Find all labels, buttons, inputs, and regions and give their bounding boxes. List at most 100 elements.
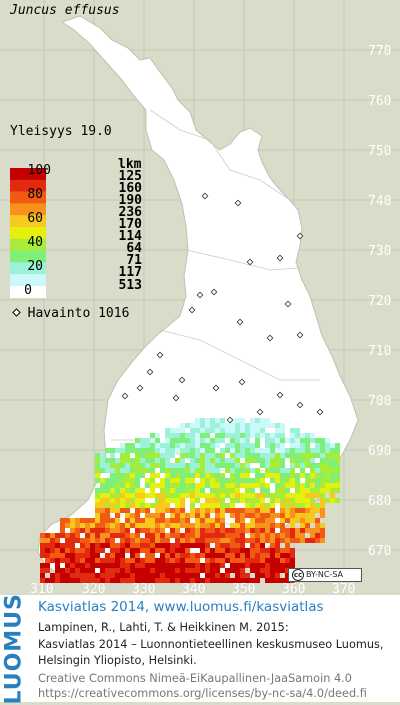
- map-cell: [280, 553, 285, 558]
- map-cell: [125, 498, 130, 503]
- map-cell: [335, 463, 340, 468]
- map-cell: [225, 568, 230, 573]
- map-cell: [190, 428, 195, 433]
- map-cell: [160, 498, 165, 503]
- map-cell: [115, 543, 120, 548]
- map-cell: [180, 498, 185, 503]
- map-cell: [320, 473, 325, 478]
- map-cell: [180, 518, 185, 523]
- license-line-2[interactable]: https://creativecommons.org/licenses/by-…: [38, 687, 367, 700]
- map-cell: [110, 563, 115, 568]
- map-cell: [150, 473, 155, 478]
- map-cell: [150, 453, 155, 458]
- map-cell: [245, 508, 250, 513]
- map-cell: [120, 568, 125, 573]
- map-cell: [80, 558, 85, 563]
- map-cell: [70, 563, 75, 568]
- map-cell: [155, 568, 160, 573]
- map-cell: [220, 508, 225, 513]
- map-cell: [100, 523, 105, 528]
- map-cell: [255, 468, 260, 473]
- map-cell: [50, 538, 55, 543]
- map-cell: [235, 448, 240, 453]
- observation-dot: [210, 288, 218, 296]
- map-cell: [135, 568, 140, 573]
- map-cell: [255, 513, 260, 518]
- map-cell: [95, 453, 100, 458]
- map-cell: [115, 558, 120, 563]
- map-cell: [215, 533, 220, 538]
- map-cell: [280, 478, 285, 483]
- map-cell: [60, 528, 65, 533]
- map-cell: [210, 533, 215, 538]
- map-cell: [240, 498, 245, 503]
- map-cell: [145, 453, 150, 458]
- map-cell: [220, 418, 225, 423]
- map-cell: [240, 443, 245, 448]
- map-cell: [135, 453, 140, 458]
- map-cell: [120, 498, 125, 503]
- map-cell: [130, 448, 135, 453]
- map-cell: [145, 468, 150, 473]
- map-cell: [85, 518, 90, 523]
- map-cell: [125, 523, 130, 528]
- map-cell: [105, 528, 110, 533]
- map-cell: [195, 498, 200, 503]
- map-cell: [300, 448, 305, 453]
- map-cell: [200, 453, 205, 458]
- map-cell: [280, 438, 285, 443]
- map-cell: [240, 533, 245, 538]
- observation-dots: [121, 192, 324, 424]
- map-cell: [155, 538, 160, 543]
- map-cell: [180, 523, 185, 528]
- axis-y-750: 750: [368, 144, 391, 159]
- map-cell: [105, 518, 110, 523]
- map-cell: [125, 558, 130, 563]
- cc-license-badge[interactable]: cc BY-NC-SA: [288, 568, 362, 582]
- map-cell: [255, 578, 260, 583]
- map-cell: [320, 488, 325, 493]
- map-cell: [275, 423, 280, 428]
- observation-dot: [296, 331, 304, 339]
- map-cell: [245, 443, 250, 448]
- legend-pct-60: 60: [27, 211, 43, 226]
- map-cell: [230, 423, 235, 428]
- map-cell: [255, 478, 260, 483]
- map-cell: [160, 578, 165, 583]
- map-cell: [250, 508, 255, 513]
- map-cell: [285, 473, 290, 478]
- legend-pct-40: 40: [27, 235, 43, 250]
- map-cell: [210, 418, 215, 423]
- map-cell: [105, 568, 110, 573]
- map-cell: [65, 573, 70, 578]
- map-cell: [170, 468, 175, 473]
- map-cell: [290, 523, 295, 528]
- map-cell: [195, 433, 200, 438]
- map-cell: [225, 533, 230, 538]
- map-cell: [150, 513, 155, 518]
- map-cell: [85, 523, 90, 528]
- map-cell: [205, 563, 210, 568]
- map-cell: [110, 468, 115, 473]
- map-cell: [65, 563, 70, 568]
- map-cell: [95, 488, 100, 493]
- map-cell: [95, 498, 100, 503]
- map-cell: [270, 493, 275, 498]
- map-cell: [225, 458, 230, 463]
- map-cell: [315, 488, 320, 493]
- map-cell: [145, 493, 150, 498]
- map-cell: [320, 538, 325, 543]
- map-cell: [280, 423, 285, 428]
- map-cell: [230, 443, 235, 448]
- map-cell: [175, 568, 180, 573]
- map-cell: [215, 543, 220, 548]
- map-cell: [305, 458, 310, 463]
- map-cell: [245, 573, 250, 578]
- map-cell: [255, 458, 260, 463]
- map-cell: [155, 433, 160, 438]
- map-cell: [245, 478, 250, 483]
- map-cell: [80, 563, 85, 568]
- map-cell: [260, 543, 265, 548]
- map-cell: [145, 548, 150, 553]
- atlas-link[interactable]: Kasviatlas 2014, www.luomus.fi/kasviatla…: [38, 599, 324, 615]
